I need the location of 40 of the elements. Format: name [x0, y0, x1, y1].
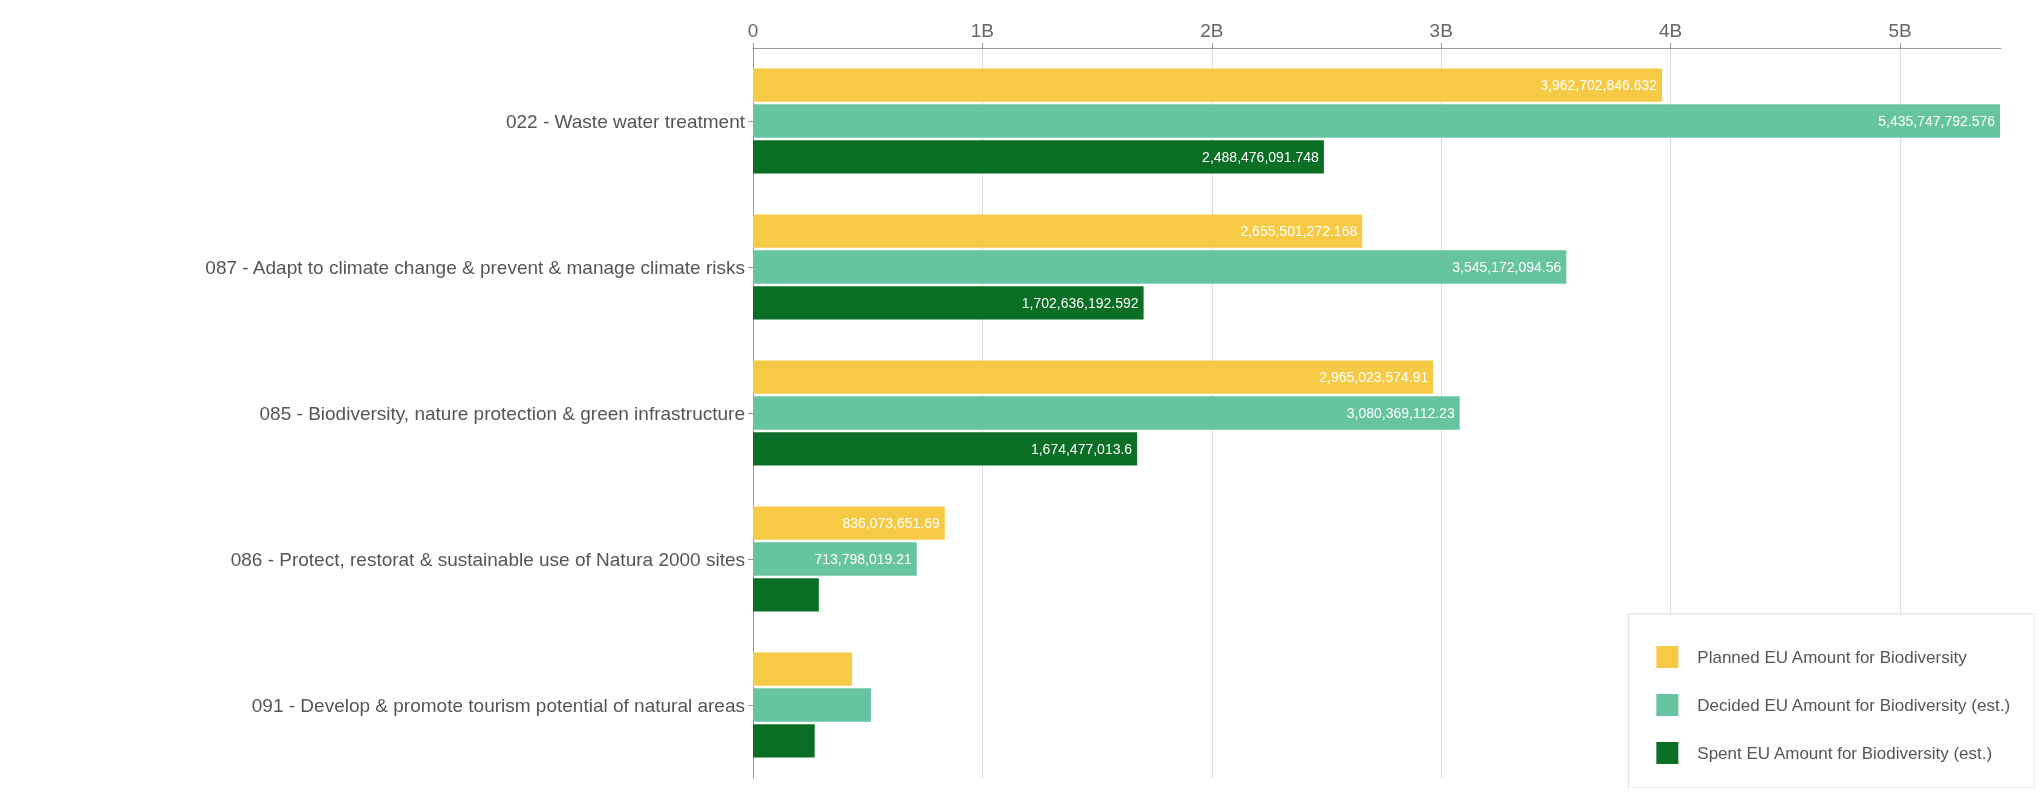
data-label: 1,702,636,192.592	[1021, 294, 1139, 311]
data-label: 2,655,501,272.168	[1240, 223, 1358, 240]
bar	[753, 250, 1567, 284]
bar	[753, 396, 1460, 430]
legend-label: Spent EU Amount for Biodiversity (est.)	[1697, 743, 1993, 763]
bar	[753, 140, 1324, 174]
y-tick-label: 022 - Waste water treatment	[505, 110, 746, 132]
legend-label: Planned EU Amount for Biodiversity	[1697, 647, 1968, 667]
bar	[753, 724, 815, 758]
bar	[753, 506, 945, 540]
x-tick-label: 4B	[1659, 20, 1683, 41]
data-label: 5,435,747,792.576	[1878, 113, 1996, 129]
y-tick-label: 087 - Adapt to climate change & prevent & manage climate risks	[205, 256, 745, 278]
x-tick-label: 2B	[1200, 20, 1224, 41]
bar	[753, 360, 1434, 394]
data-label: 3,080,369,112.23	[1346, 405, 1455, 421]
bar	[753, 214, 1363, 248]
x-tick-label: 3B	[1429, 20, 1453, 41]
bar	[753, 578, 819, 612]
x-tick-label: 5B	[1888, 20, 1912, 41]
data-label: 836,073,651.69	[842, 515, 941, 532]
bar	[753, 104, 2001, 138]
bar	[753, 432, 1138, 466]
data-label: 3,962,702,846.632	[1540, 77, 1658, 94]
y-tick-label: 091 - Develop & promote tourism potential of natural areas	[251, 694, 745, 716]
x-tick-label: 1B	[970, 20, 995, 41]
y-tick-label: 086 - Protect, restorat & sustainable use of Natura 2000 sites	[230, 548, 745, 570]
data-label: 713,798,019.21	[814, 551, 912, 567]
bar	[753, 68, 1663, 102]
legend-label: Decided EU Amount for Biodiversity (est.)	[1697, 695, 2011, 715]
y-tick-label: 085 - Biodiversity, nature protection & green infrastructure	[259, 402, 745, 424]
data-label: 3,545,172,094.56	[1452, 259, 1562, 275]
bar	[753, 688, 871, 722]
bar	[753, 286, 1144, 320]
x-tick-label: 0	[747, 20, 759, 41]
bar	[753, 652, 853, 686]
data-label: 1,674,477,013.6	[1030, 440, 1133, 457]
data-label: 2,488,476,091.748	[1202, 148, 1320, 165]
data-label: 2,965,023,574.91	[1319, 369, 1429, 386]
bar	[753, 542, 917, 576]
